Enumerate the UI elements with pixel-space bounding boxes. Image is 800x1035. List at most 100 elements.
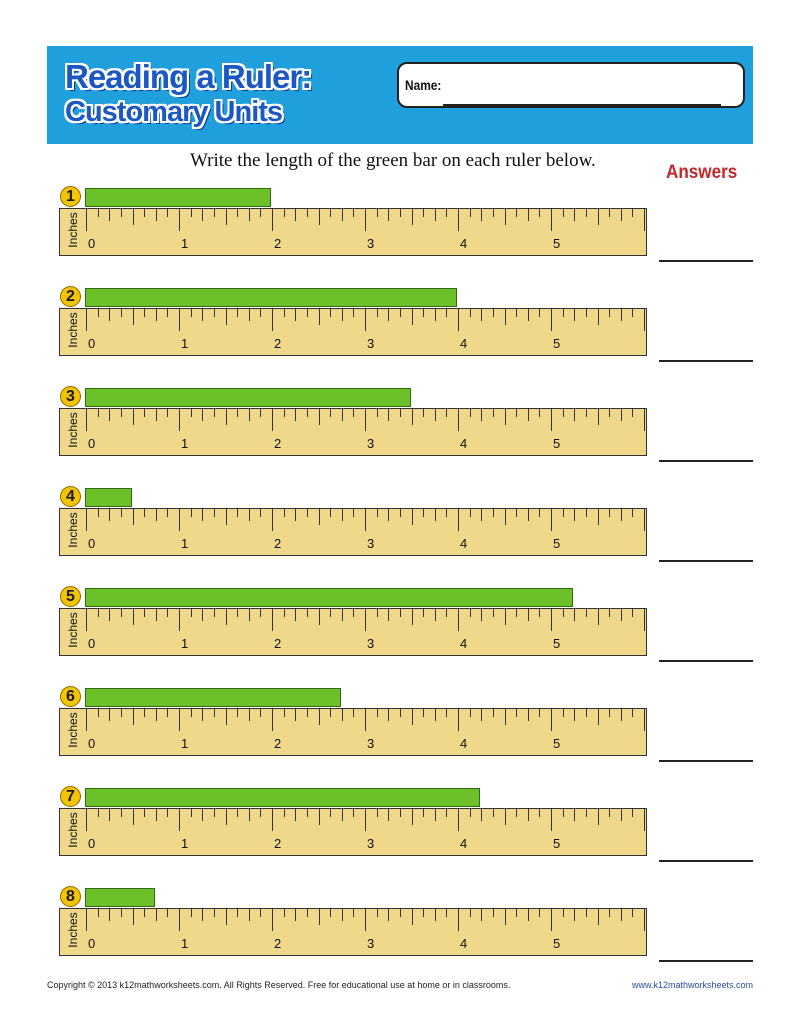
- name-line[interactable]: [443, 104, 721, 106]
- ruler-tick: [446, 509, 448, 517]
- problem-number-badge: 3: [60, 386, 81, 407]
- ruler-tick: [574, 309, 576, 321]
- ruler-tick: [632, 409, 634, 417]
- ruler-tick: [446, 209, 448, 217]
- answer-line[interactable]: [659, 560, 753, 562]
- ruler-tick: [155, 209, 157, 221]
- ruler-tick: [562, 609, 564, 617]
- ruler-tick: [458, 209, 459, 231]
- ruler-tick: [272, 509, 273, 531]
- answer-line[interactable]: [659, 260, 753, 262]
- ruler-tick: [632, 709, 634, 717]
- ruler-number: 0: [88, 236, 96, 251]
- ruler-tick: [574, 709, 576, 721]
- ruler-tick: [527, 909, 529, 921]
- ruler-tick: [365, 609, 366, 631]
- ruler-number: 3: [367, 936, 375, 951]
- ruler-number: 5: [553, 936, 561, 951]
- ruler-number: 3: [367, 836, 375, 851]
- ruler-tick: [109, 409, 111, 421]
- ruler-tick: [225, 909, 227, 925]
- ruler-tick: [144, 209, 146, 217]
- ruler-tick: [109, 309, 111, 321]
- answer-line[interactable]: [659, 860, 753, 862]
- ruler-tick: [376, 709, 378, 717]
- ruler-number: 4: [460, 936, 468, 951]
- ruler-tick: [539, 409, 541, 417]
- ruler-tick: [504, 609, 506, 625]
- ruler-tick: [539, 309, 541, 317]
- ruler-tick: [248, 409, 250, 421]
- ruler-tick: [202, 209, 204, 221]
- ruler-number: 0: [88, 536, 96, 551]
- ruler-tick: [481, 609, 483, 621]
- ruler-tick: [318, 209, 320, 225]
- ruler-tick: [376, 209, 378, 217]
- ruler-tick: [260, 209, 262, 217]
- ruler-tick: [516, 509, 518, 517]
- ruler-tick: [423, 409, 425, 417]
- ruler-number: 2: [274, 636, 282, 651]
- ruler-tick: [399, 809, 401, 817]
- ruler-tick: [306, 709, 308, 717]
- ruler: Inches 0 1 2 3 4 5: [59, 608, 647, 656]
- ruler-tick: [609, 209, 611, 217]
- ruler-tick: [318, 909, 320, 925]
- ruler-tick: [202, 309, 204, 321]
- ruler-tick: [597, 909, 599, 925]
- ruler-tick: [539, 909, 541, 917]
- ruler-tick: [202, 909, 204, 921]
- ruler-tick: [399, 309, 401, 317]
- ruler-tick: [97, 709, 99, 717]
- ruler-tick: [213, 309, 215, 317]
- ruler-tick: [202, 809, 204, 821]
- ruler-tick: [365, 509, 366, 531]
- ruler-tick: [120, 209, 122, 217]
- ruler-number: 3: [367, 736, 375, 751]
- ruler-tick: [248, 709, 250, 721]
- ruler-tick: [120, 409, 122, 417]
- ruler-tick: [388, 909, 390, 921]
- ruler-tick: [597, 709, 599, 725]
- ruler-tick: [644, 409, 645, 431]
- ruler-tick: [376, 409, 378, 417]
- ruler-tick: [109, 209, 111, 221]
- answer-line[interactable]: [659, 460, 753, 462]
- answer-line[interactable]: [659, 760, 753, 762]
- ruler-tick: [609, 909, 611, 917]
- ruler-tick: [353, 509, 355, 517]
- ruler-number: 2: [274, 936, 282, 951]
- ruler-tick: [585, 209, 587, 217]
- ruler-tick: [341, 909, 343, 921]
- ruler-number: 0: [88, 336, 96, 351]
- ruler-tick: [399, 209, 401, 217]
- ruler-tick: [132, 809, 134, 825]
- ruler-tick: [295, 509, 297, 521]
- ruler-tick: [644, 809, 645, 831]
- ruler-tick: [295, 909, 297, 921]
- ruler-tick: [237, 209, 239, 217]
- ruler-tick: [504, 509, 506, 525]
- ruler-tick: [155, 809, 157, 821]
- ruler-tick: [551, 809, 552, 831]
- ruler-tick: [492, 809, 494, 817]
- ruler-tick: [237, 709, 239, 717]
- ruler-tick: [213, 709, 215, 717]
- ruler-tick: [388, 309, 390, 321]
- answer-line[interactable]: [659, 360, 753, 362]
- website-link[interactable]: www.k12mathworksheets.com: [632, 980, 754, 990]
- answer-line[interactable]: [659, 960, 753, 962]
- ruler-tick: [97, 409, 99, 417]
- answer-line[interactable]: [659, 660, 753, 662]
- ruler-tick: [388, 409, 390, 421]
- green-bar: [85, 488, 132, 507]
- name-box[interactable]: Name:: [397, 62, 745, 108]
- ruler-tick: [458, 809, 459, 831]
- ruler-tick: [458, 609, 459, 631]
- ruler-tick: [434, 709, 436, 721]
- worksheet-title: Reading a Ruler:: [65, 58, 312, 95]
- ruler-tick: [492, 909, 494, 917]
- ruler-tick: [97, 209, 99, 217]
- ruler-tick: [155, 409, 157, 421]
- ruler-tick: [527, 409, 529, 421]
